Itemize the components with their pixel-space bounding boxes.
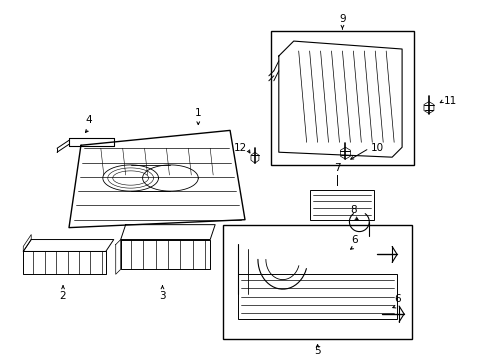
Bar <box>270 31 413 165</box>
Text: 3: 3 <box>159 291 165 301</box>
Bar <box>223 225 411 339</box>
Bar <box>238 274 396 319</box>
Text: 10: 10 <box>370 143 383 153</box>
Text: 2: 2 <box>60 291 66 301</box>
Text: 7: 7 <box>333 163 340 173</box>
Bar <box>309 190 373 220</box>
Text: 8: 8 <box>349 205 356 215</box>
Text: 4: 4 <box>85 116 92 126</box>
Text: 11: 11 <box>443 96 456 105</box>
Text: 5: 5 <box>314 346 320 356</box>
Text: 1: 1 <box>195 108 201 117</box>
Text: 12: 12 <box>233 143 246 153</box>
Text: 6: 6 <box>350 234 357 244</box>
Text: 9: 9 <box>339 14 345 24</box>
Text: 6: 6 <box>393 294 400 304</box>
